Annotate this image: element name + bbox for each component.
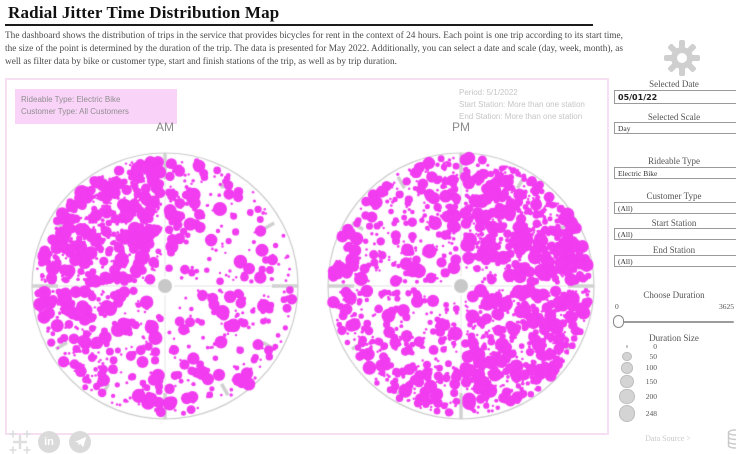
pm-chart-title: PM [452,120,470,134]
rideable-type-select[interactable] [614,167,736,179]
pm-radial-scatter-chart[interactable] [323,148,599,424]
size-swatch [620,374,634,389]
duration-slider-handle[interactable] [613,315,624,328]
size-swatch [621,362,633,374]
start-station-select[interactable] [614,228,736,240]
legend-row: 248 [615,405,675,422]
duration-size-legend-title: Duration Size [649,333,699,343]
legend-row: 200 [615,389,675,405]
info-customer-type: Customer Type: All Customers [21,107,129,117]
am-radial-scatter-chart[interactable] [27,148,303,424]
size-swatch [619,389,635,405]
legend-row: 100 [615,362,675,374]
paper-plane-glyph [74,436,86,448]
duration-min-value: 0 [615,302,619,311]
size-swatch [622,352,632,362]
duration-slider-track[interactable] [618,321,734,323]
info-rideable-type: Rideable Type: Electric Bike [21,95,121,104]
am-chart-title: AM [156,120,174,134]
end-station-label: End Station [652,245,696,255]
end-station-select[interactable] [614,255,736,267]
duration-max-value: 3625 [719,302,734,311]
selection-info-box: Rideable Type: Electric Bike Customer Ty… [15,89,177,124]
chart-panel: Rideable Type: Electric Bike Customer Ty… [5,78,609,435]
page-title: Radial Jitter Time Distribution Map [8,3,280,22]
customer-type-label: Customer Type [646,191,702,201]
title-divider [5,24,593,26]
period-caption: Period: 5/1/2022 Start Station: More tha… [459,87,604,123]
legend-value: 200 [645,392,657,402]
data-source-link[interactable]: Data Source > [645,434,691,443]
legend-value: 248 [645,408,657,418]
start-station-label: Start Station [651,218,697,228]
tableau-logo-icon[interactable] [7,429,33,454]
period-line: Period: 5/1/2022 [459,88,518,97]
size-swatch [618,405,636,422]
legend-value: 150 [645,376,657,386]
telegram-icon[interactable] [69,431,91,453]
duration-size-legend: 0 50 100 150 200 248 [615,342,675,423]
legend-row: 150 [615,374,675,389]
legend-value: 50 [649,352,658,362]
dashboard-description: The dashboard shows the distribution of … [5,31,623,67]
rideable-type-label: Rideable Type [648,156,700,166]
selected-date-input[interactable] [614,90,736,104]
database-icon[interactable] [727,429,736,449]
selected-scale-select[interactable] [614,122,736,134]
selected-date-label: Selected Date [649,79,699,89]
choose-duration-label: Choose Duration [643,290,705,300]
duration-slider-range: 0 3625 [615,302,734,311]
legend-value: 0 [653,342,657,351]
legend-value: 100 [645,363,657,373]
linkedin-icon[interactable]: in [38,431,60,453]
customer-type-select[interactable] [614,202,736,214]
size-swatch [625,345,629,348]
settings-gear-icon[interactable] [662,38,702,78]
start-station-line: Start Station: More than one station [459,100,585,109]
legend-row: 0 [615,342,675,351]
selected-scale-label: Selected Scale [647,112,701,122]
end-station-line: End Station: More than one station [459,112,583,121]
legend-row: 50 [615,352,675,362]
